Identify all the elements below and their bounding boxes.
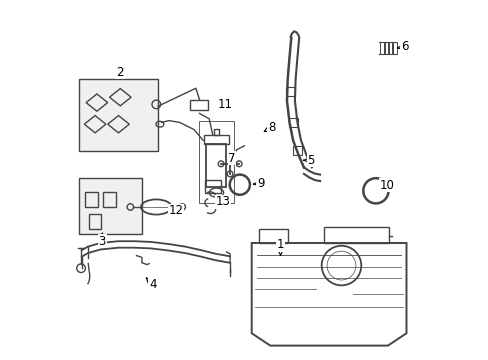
Text: 3: 3: [99, 233, 106, 248]
Text: 10: 10: [379, 179, 393, 192]
Bar: [103, 192, 115, 207]
Text: 6: 6: [397, 40, 407, 53]
Bar: [85, 192, 98, 207]
Text: 12: 12: [168, 204, 183, 217]
Text: 5: 5: [303, 154, 314, 167]
Text: 9: 9: [253, 177, 264, 190]
Text: 4: 4: [146, 278, 156, 291]
Bar: [293, 146, 302, 155]
Bar: [79, 79, 158, 151]
Text: 2: 2: [116, 66, 124, 78]
Text: 11: 11: [217, 98, 232, 111]
Bar: [79, 178, 142, 234]
Bar: [384, 42, 387, 54]
Bar: [288, 118, 298, 127]
Bar: [380, 42, 383, 54]
Text: 7: 7: [228, 152, 235, 165]
Bar: [213, 129, 219, 135]
Text: 1: 1: [276, 238, 284, 255]
Text: 8: 8: [264, 121, 275, 134]
Bar: [388, 42, 392, 54]
Bar: [190, 100, 208, 110]
Bar: [285, 87, 295, 96]
Bar: [89, 214, 101, 229]
Text: 13: 13: [215, 195, 230, 208]
Bar: [392, 42, 396, 54]
